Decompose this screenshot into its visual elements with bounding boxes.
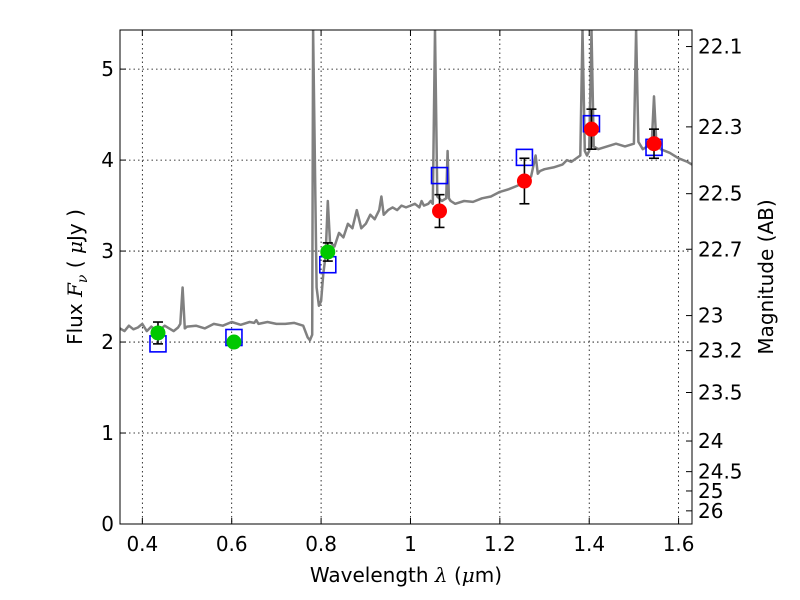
magnitude-tick-label: 22.7 <box>698 237 743 261</box>
x-tick-label: 0.4 <box>126 532 158 556</box>
x-tick-label: 1.4 <box>573 532 605 556</box>
observed-point-green <box>226 334 242 350</box>
magnitude-tick-label: 22.5 <box>698 182 743 206</box>
x-tick-label: 0.8 <box>305 532 337 556</box>
y-tick-label: 4 <box>101 148 114 172</box>
model-photometry-square <box>430 166 449 185</box>
plot-area <box>120 30 692 524</box>
x-tick-label: 1.6 <box>663 532 695 556</box>
plot-content <box>120 30 692 353</box>
y-tick-label: 3 <box>101 239 114 263</box>
magnitude-tick-label: 22.3 <box>698 115 743 139</box>
y-tick-label: 0 <box>101 512 114 536</box>
magnitude-tick-label: 24.5 <box>698 460 743 484</box>
observed-point-red <box>516 173 532 189</box>
y-tick-label: 2 <box>101 330 114 354</box>
plot-frame <box>119 29 693 525</box>
observed-point-green <box>320 244 336 260</box>
magnitude-tick-label: 23.5 <box>698 380 743 404</box>
observed-point-red <box>432 203 448 219</box>
magnitude-tick-label: 23 <box>698 304 723 328</box>
y-tick-label: 1 <box>101 421 114 445</box>
x-tick-label: 0.6 <box>216 532 248 556</box>
magnitude-tick-label: 22.1 <box>698 35 743 59</box>
y-axis-label: Flux Fν ( μJy ) <box>63 209 91 345</box>
x-tick-label: 1 <box>404 532 417 556</box>
gridlines <box>120 30 692 524</box>
magnitude-tick-label: 23.2 <box>698 339 743 363</box>
x-axis-label: Wavelength λ (μm) <box>310 563 502 587</box>
observed-point-red <box>583 121 599 137</box>
magnitude-tick-label: 25 <box>698 479 723 503</box>
magnitude-tick-label: 24 <box>698 429 723 453</box>
magnitude-axis-label: Magnitude (AB) <box>754 199 778 354</box>
model-spectrum-line <box>120 30 692 342</box>
x-tick-label: 1.2 <box>484 532 516 556</box>
axis-ticks: 0.4 0.6 0.8 1 1.2 1.4 1.601234522.122.322.522.… <box>101 30 743 556</box>
magnitude-tick-label: 26 <box>698 499 723 523</box>
y-tick-label: 5 <box>101 57 114 81</box>
observed-point-green <box>150 325 166 341</box>
observed-point-red <box>646 136 662 152</box>
